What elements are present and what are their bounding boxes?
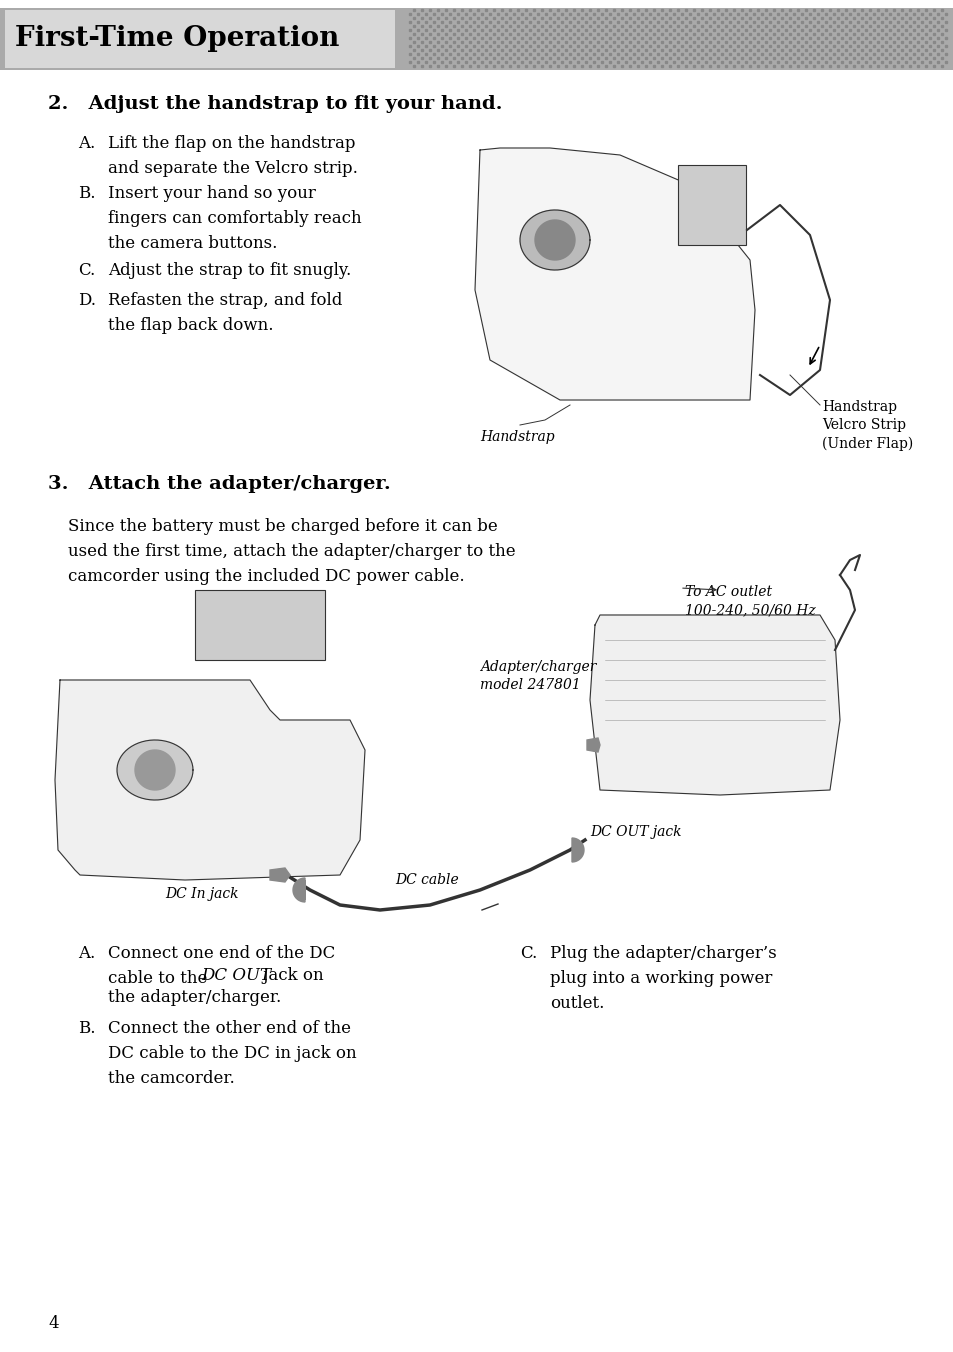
Bar <box>678 165 745 245</box>
Bar <box>5 9 395 68</box>
Text: Since the battery must be charged before it can be
used the first time, attach t: Since the battery must be charged before… <box>68 518 515 584</box>
Text: the adapter/charger.: the adapter/charger. <box>108 990 281 1006</box>
Text: D.: D. <box>78 292 96 310</box>
Bar <box>194 589 325 660</box>
Polygon shape <box>293 877 305 902</box>
Text: Handstrap
Velcro Strip
(Under Flap): Handstrap Velcro Strip (Under Flap) <box>821 400 912 452</box>
Polygon shape <box>475 147 754 400</box>
Text: Adjust the strap to fit snugly.: Adjust the strap to fit snugly. <box>108 262 351 279</box>
Text: Refasten the strap, and fold
the flap back down.: Refasten the strap, and fold the flap ba… <box>108 292 342 334</box>
Polygon shape <box>519 210 589 270</box>
Bar <box>0 8 953 70</box>
Text: Insert your hand so your
fingers can comfortably reach
the camera buttons.: Insert your hand so your fingers can com… <box>108 185 361 251</box>
Text: To AC outlet
100-240, 50/60 Hz: To AC outlet 100-240, 50/60 Hz <box>684 585 815 618</box>
Text: jack on: jack on <box>257 967 323 984</box>
Text: 4: 4 <box>48 1315 58 1332</box>
Text: A.: A. <box>78 945 95 963</box>
Polygon shape <box>589 615 840 795</box>
Text: Handstrap: Handstrap <box>480 430 555 443</box>
Text: B.: B. <box>78 185 95 201</box>
Text: Lift the flap on the handstrap
and separate the Velcro strip.: Lift the flap on the handstrap and separ… <box>108 135 357 177</box>
Text: DC OUT: DC OUT <box>201 967 271 984</box>
Text: Connect the other end of the
DC cable to the DC in jack on
the camcorder.: Connect the other end of the DC cable to… <box>108 1019 356 1087</box>
Polygon shape <box>135 750 174 790</box>
Text: 2.   Adjust the handstrap to fit your hand.: 2. Adjust the handstrap to fit your hand… <box>48 95 502 114</box>
Text: First-Time Operation: First-Time Operation <box>15 26 339 53</box>
Polygon shape <box>586 738 599 752</box>
Text: Adapter/charger
model 247801: Adapter/charger model 247801 <box>479 660 596 692</box>
Text: A.: A. <box>78 135 95 151</box>
Polygon shape <box>572 838 583 863</box>
Polygon shape <box>55 680 365 880</box>
Text: C.: C. <box>78 262 95 279</box>
Text: Plug the adapter/charger’s
plug into a working power
outlet.: Plug the adapter/charger’s plug into a w… <box>550 945 776 1011</box>
Polygon shape <box>270 868 290 882</box>
Polygon shape <box>117 740 193 800</box>
Text: B.: B. <box>78 1019 95 1037</box>
Text: DC OUT jack: DC OUT jack <box>589 825 680 840</box>
Text: 3.   Attach the adapter/charger.: 3. Attach the adapter/charger. <box>48 475 391 493</box>
Text: Connect one end of the DC
cable to the: Connect one end of the DC cable to the <box>108 945 335 987</box>
Text: DC In jack: DC In jack <box>165 887 238 900</box>
Text: C.: C. <box>519 945 537 963</box>
Text: DC cable: DC cable <box>395 873 458 887</box>
Polygon shape <box>535 220 575 260</box>
